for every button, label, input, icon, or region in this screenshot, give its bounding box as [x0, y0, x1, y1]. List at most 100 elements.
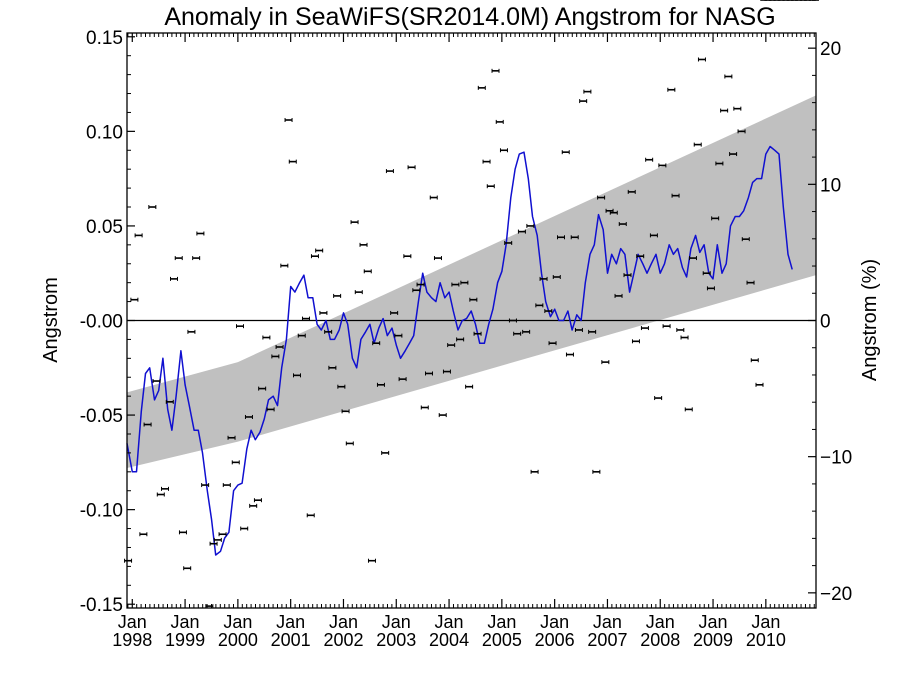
data-point: [301, 316, 310, 321]
data-point: [680, 335, 689, 340]
data-point: [640, 326, 649, 331]
x-tick-month: Jan: [593, 612, 622, 632]
x-tick-month: Jan: [171, 612, 200, 632]
data-point: [469, 297, 478, 302]
y-tick-label: -0.00: [80, 312, 123, 333]
data-point: [565, 352, 574, 357]
data-point: [447, 343, 456, 348]
data-point: [275, 344, 284, 349]
data-point: [746, 280, 755, 285]
x-tick-year: 2003: [376, 630, 416, 650]
data-point: [227, 435, 236, 440]
data-point: [649, 233, 658, 238]
data-point: [209, 541, 218, 546]
x-tick-year: 2007: [587, 630, 627, 650]
data-point: [284, 118, 293, 123]
data-point: [636, 254, 645, 259]
data-point: [297, 333, 306, 338]
y-tick-label: -0.05: [80, 406, 123, 427]
x-tick-year: 2005: [482, 630, 522, 650]
data-point: [328, 365, 337, 370]
y2-tick-label: −20: [820, 584, 852, 605]
data-point: [271, 354, 280, 359]
data-point: [609, 210, 618, 215]
data-point: [324, 329, 333, 334]
x-tick-year: 2009: [693, 630, 733, 650]
data-point: [244, 414, 253, 419]
data-point: [654, 396, 663, 401]
data-point: [390, 310, 399, 315]
chart-title: Anomaly in SeaWiFS(SR2014.0M) Angstrom f…: [164, 3, 775, 31]
y-axis-label: Angstrom: [40, 277, 62, 363]
data-point: [385, 169, 394, 174]
y2-tick-label: 10: [820, 175, 841, 196]
data-point: [499, 148, 508, 153]
data-point: [398, 377, 407, 382]
data-point: [192, 256, 201, 261]
data-point: [667, 87, 676, 92]
data-point: [183, 566, 192, 571]
data-point: [187, 329, 196, 334]
data-point: [310, 254, 319, 259]
data-point: [372, 341, 381, 346]
data-points-layer: [124, 0, 819, 609]
data-point: [148, 205, 157, 210]
data-point: [662, 324, 671, 329]
y2-tick-label: 0: [820, 312, 831, 333]
data-point: [477, 85, 486, 90]
data-point: [579, 99, 588, 104]
trend-band: [127, 95, 816, 469]
data-point: [724, 74, 733, 79]
data-point: [345, 441, 354, 446]
data-point: [676, 327, 685, 332]
x-tick-month: Jan: [118, 612, 147, 632]
data-point: [262, 335, 271, 340]
x-tick-year: 1999: [165, 630, 205, 650]
x-tick-year: 1998: [112, 630, 152, 650]
trend-band-layer: [127, 95, 816, 469]
data-point: [178, 530, 187, 535]
data-point: [376, 382, 385, 387]
data-point: [623, 273, 632, 278]
data-point: [258, 386, 267, 391]
data-point: [266, 407, 275, 412]
data-point: [174, 256, 183, 261]
data-point: [156, 492, 165, 497]
data-point: [315, 248, 324, 253]
data-point: [139, 532, 148, 537]
y-tick-label: 0.15: [86, 28, 123, 49]
x-tick-month: Jan: [329, 612, 358, 632]
data-point: [367, 558, 376, 563]
data-point: [280, 263, 289, 268]
data-point: [293, 373, 302, 378]
data-point: [213, 537, 222, 542]
data-point: [253, 498, 262, 503]
data-point: [201, 483, 210, 488]
data-point: [658, 163, 667, 168]
data-point: [741, 237, 750, 242]
data-point: [482, 159, 491, 164]
data-point: [218, 532, 227, 537]
data-point: [522, 329, 531, 334]
data-point: [196, 231, 205, 236]
data-point: [720, 108, 729, 113]
x-tick-year: 2010: [746, 630, 786, 650]
axes-layer: -0.15 -0.10 -0.05 -0.00 0.05 0.10 0.15 −20 −10 0 1…: [80, 28, 853, 650]
data-point: [548, 341, 557, 346]
data-point: [152, 379, 161, 384]
data-point: [416, 282, 425, 287]
data-point: [438, 413, 447, 418]
data-point: [473, 331, 482, 336]
data-point: [684, 407, 693, 412]
data-point: [671, 193, 680, 198]
x-tick-month: Jan: [540, 612, 569, 632]
data-point: [124, 558, 133, 563]
data-point: [460, 280, 469, 285]
x-tick-month: Jan: [699, 612, 728, 632]
data-point: [412, 288, 421, 293]
data-point: [130, 297, 139, 302]
x-tick-month: Jan: [276, 612, 305, 632]
data-point: [341, 409, 350, 414]
data-point: [169, 276, 178, 281]
x-tick-month: Jan: [223, 612, 252, 632]
